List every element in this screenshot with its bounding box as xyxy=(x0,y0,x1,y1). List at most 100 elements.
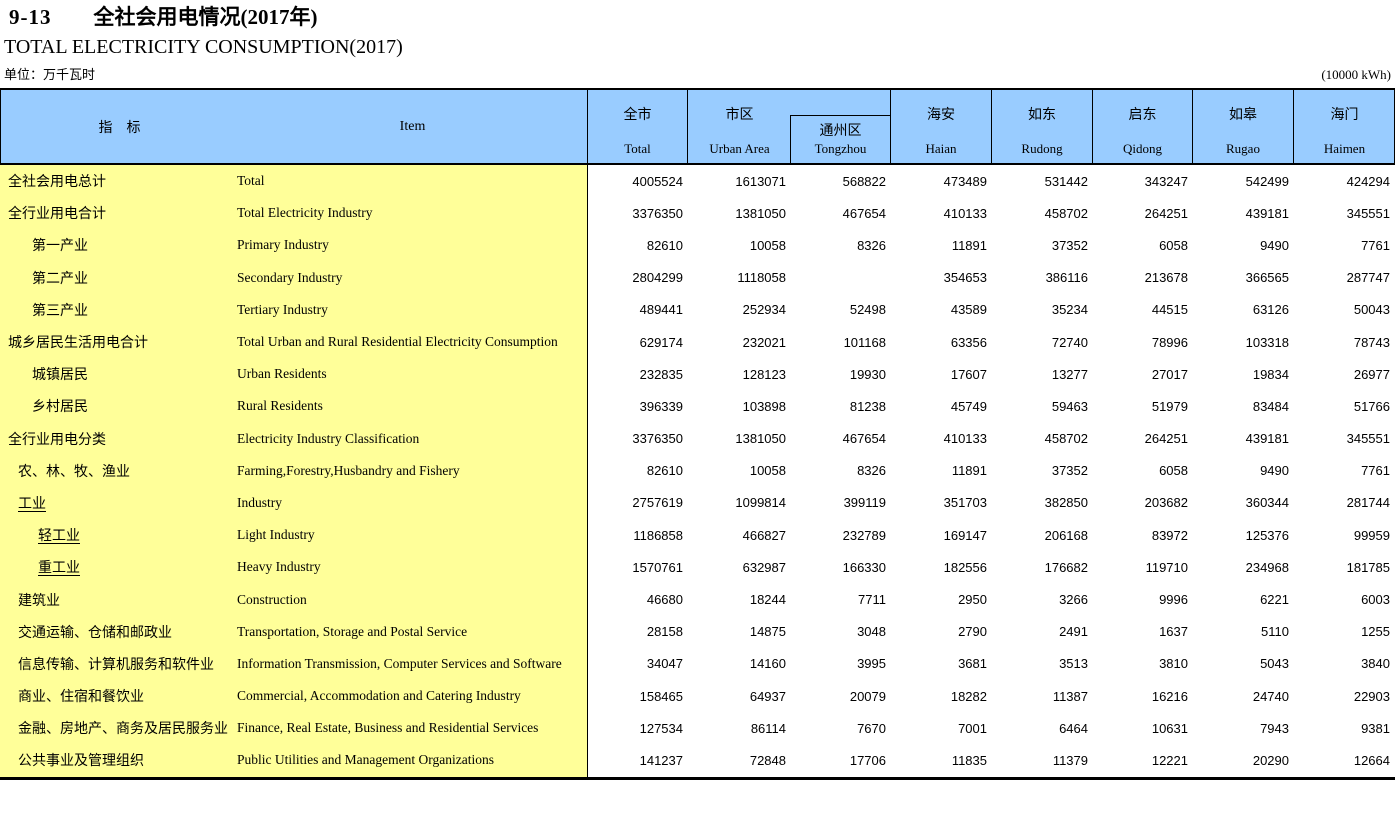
value-cell: 1570761 xyxy=(632,559,683,575)
value-cell: 542499 xyxy=(1245,173,1289,189)
value-cell: 489441 xyxy=(639,302,683,318)
value-cell: 439181 xyxy=(1245,205,1289,221)
row-label-zh: 第一产业 xyxy=(0,229,237,262)
value-cell: 203682 xyxy=(1144,495,1188,511)
value-cell: 252934 xyxy=(742,302,786,318)
value-cell: 64937 xyxy=(749,688,786,704)
header-col-tongzhou-en: Tongzhou xyxy=(814,141,867,156)
header-indicator: 指 标 Item xyxy=(1,90,587,163)
row-values: 141237 72848 17706 11835 11379 12221 20290 1266… xyxy=(587,744,1395,777)
row-label-zh-text: 信息传输、计算机服务和软件业 xyxy=(18,657,214,673)
row-label-zh: 全社会用电总计 xyxy=(0,165,237,198)
row-label-zh-text: 工业 xyxy=(18,496,46,512)
value-cell: 3810 xyxy=(1159,656,1188,672)
value-cell: 17706 xyxy=(849,752,886,768)
row-values: 82610 10058 8326 11891 37352 6058 9490 7761 xyxy=(587,454,1395,487)
row-label-en: Primary Industry xyxy=(237,229,587,262)
row-values: 489441 252934 52498 43589 35234 44515 63126 500… xyxy=(587,293,1395,326)
row-label-zh: 重工业 xyxy=(0,551,237,584)
row-label-zh-text: 城镇居民 xyxy=(32,368,88,384)
row-values: 82610 10058 8326 11891 37352 6058 9490 7761 xyxy=(587,229,1395,262)
table-row: 交通运输、仓储和邮政业 Transportation, Storage and … xyxy=(0,615,1395,648)
value-cell: 34047 xyxy=(646,656,683,672)
value-cell: 166330 xyxy=(842,559,886,575)
row-label-zh-text: 交通运输、仓储和邮政业 xyxy=(18,625,172,641)
row-label-zh-text: 全行业用电合计 xyxy=(8,207,106,223)
value-cell: 264251 xyxy=(1144,205,1188,221)
header-col-urban-area-zh: 市区 xyxy=(725,108,754,123)
value-cell: 360344 xyxy=(1245,495,1289,511)
value-cell: 63356 xyxy=(950,334,987,350)
header-col-total-zh: 全市 xyxy=(623,108,652,123)
value-cell: 6058 xyxy=(1159,463,1188,479)
value-cell: 6003 xyxy=(1361,592,1390,608)
value-cell: 27017 xyxy=(1151,366,1188,382)
header-col-urban-area: 市区 Urban Area xyxy=(688,90,791,163)
value-cell: 12221 xyxy=(1151,752,1188,768)
value-cell: 568822 xyxy=(842,173,886,189)
row-label-zh: 交通运输、仓储和邮政业 xyxy=(0,615,237,648)
value-cell: 11379 xyxy=(1052,752,1088,768)
value-cell: 18282 xyxy=(950,688,987,704)
value-cell: 458702 xyxy=(1044,205,1088,221)
row-values: 2757619 1099814 399119 351703 382850 203682 36… xyxy=(587,486,1395,520)
value-cell: 72848 xyxy=(749,752,786,768)
title-en: TOTAL ELECTRICITY CONSUMPTION(2017) xyxy=(4,36,403,58)
row-values: 4005524 1613071 568822 473489 531442 343247 54… xyxy=(587,165,1395,198)
table-row: 第三产业 Tertiary Industry 489441 252934 52498… xyxy=(0,293,1395,326)
row-label-zh: 公共事业及管理组织 xyxy=(0,744,237,777)
row-label-zh-text: 城乡居民生活用电合计 xyxy=(8,336,148,352)
value-cell: 99959 xyxy=(1353,527,1390,543)
value-cell: 467654 xyxy=(842,431,886,447)
value-cell: 386116 xyxy=(1045,270,1088,286)
value-cell: 51979 xyxy=(1151,398,1188,414)
value-cell: 12664 xyxy=(1353,752,1390,768)
value-cell: 396339 xyxy=(639,398,683,414)
value-cell: 3048 xyxy=(857,624,886,640)
value-cell: 63126 xyxy=(1252,302,1289,318)
value-cell: 11835 xyxy=(951,752,987,768)
value-cell: 103898 xyxy=(742,398,786,414)
value-cell: 13277 xyxy=(1051,366,1088,382)
table-row: 全行业用电合计 Total Electricity Industry 33763… xyxy=(0,197,1395,230)
value-cell: 181785 xyxy=(1346,559,1390,575)
row-values: 34047 14160 3995 3681 3513 3810 5043 3840 xyxy=(587,647,1395,680)
value-cell: 3376350 xyxy=(632,431,683,447)
row-label-zh: 信息传输、计算机服务和软件业 xyxy=(0,647,237,680)
value-cell: 1255 xyxy=(1361,624,1390,640)
value-cell: 213678 xyxy=(1144,270,1188,286)
row-label-zh: 城乡居民生活用电合计 xyxy=(0,325,237,359)
title-zh: 全社会用电情况(2017年) xyxy=(93,5,318,29)
row-label-en: Heavy Industry xyxy=(237,551,587,584)
value-cell: 206168 xyxy=(1044,527,1088,543)
value-cell: 2757619 xyxy=(632,495,683,511)
value-cell: 11891 xyxy=(951,237,987,253)
row-label-zh: 第二产业 xyxy=(0,261,237,294)
table-row: 农、林、牧、渔业 Farming,Forestry,Husbandry and … xyxy=(0,454,1395,487)
row-label-zh-text: 公共事业及管理组织 xyxy=(18,754,144,770)
unit-en: (10000 kWh) xyxy=(1321,67,1391,82)
header-col-tongzhou-zh: 通州区 xyxy=(819,124,862,139)
value-cell: 10631 xyxy=(1151,720,1188,736)
row-values: 1570761 632987 166330 182556 176682 119710 234… xyxy=(587,551,1395,584)
table-row: 建筑业 Construction 46680 18244 7711 2950 3266 9… xyxy=(0,583,1395,616)
value-cell: 51766 xyxy=(1353,398,1390,414)
table-body: 全社会用电总计 Total 4005524 1613071 568822 473489… xyxy=(0,165,1395,780)
value-cell: 3376350 xyxy=(632,205,683,221)
value-cell: 3681 xyxy=(958,656,987,672)
row-label-zh-text: 全行业用电分类 xyxy=(8,432,106,448)
value-cell: 19930 xyxy=(849,366,886,382)
row-label-en: Public Utilities and Management Organiza… xyxy=(237,744,587,777)
value-cell: 7943 xyxy=(1260,720,1289,736)
header-col-qidong-zh: 启东 xyxy=(1128,108,1157,123)
value-cell: 9996 xyxy=(1159,592,1188,608)
row-label-zh: 金融、房地产、商务及居民服务业 xyxy=(0,712,237,745)
row-label-en: Finance, Real Estate, Business and Resid… xyxy=(237,712,587,745)
value-cell: 7761 xyxy=(1361,237,1390,253)
row-label-zh-text: 第二产业 xyxy=(32,271,88,287)
row-label-en: Total xyxy=(237,165,587,198)
row-values: 158465 64937 20079 18282 11387 16216 24740 2290… xyxy=(587,680,1395,713)
value-cell: 439181 xyxy=(1245,431,1289,447)
value-cell: 264251 xyxy=(1144,431,1188,447)
header-col-rugao-en: Rugao xyxy=(1226,141,1260,156)
